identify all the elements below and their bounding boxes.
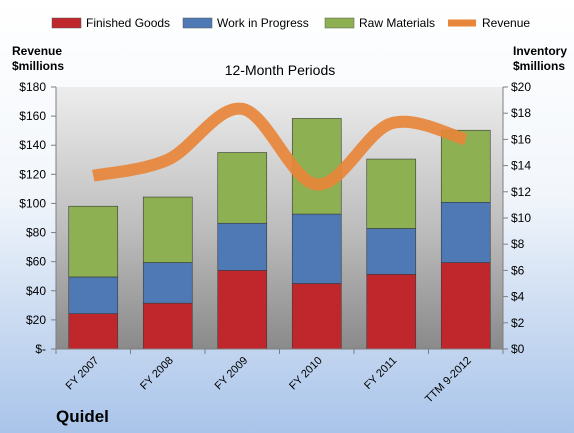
legend-swatch-finished-goods bbox=[51, 17, 82, 29]
bar-raw-materials bbox=[440, 129, 491, 203]
legend-label: Raw Materials bbox=[359, 16, 435, 30]
left-axis-title: Revenue $millions bbox=[12, 44, 64, 73]
x-tick-label: FY 2011 bbox=[362, 355, 399, 392]
left-tick-label: $120 bbox=[19, 167, 46, 181]
legend-swatch-raw-materials bbox=[324, 17, 355, 29]
left-tick-label: $60 bbox=[26, 255, 46, 269]
x-tick-label: TTM 9-2012 bbox=[423, 355, 474, 406]
legend-swatch-work-in-progress bbox=[182, 17, 213, 29]
right-tick-label: $6 bbox=[511, 263, 525, 277]
bar-finished-goods bbox=[68, 313, 119, 350]
left-tick-label: $100 bbox=[19, 196, 46, 210]
bar-finished-goods bbox=[142, 302, 193, 350]
left-tick-label: $- bbox=[35, 342, 46, 356]
line-series-group bbox=[91, 102, 468, 191]
bar-series-group bbox=[68, 118, 491, 350]
right-tick-label: $20 bbox=[511, 80, 531, 94]
bar-work-in-progress bbox=[440, 201, 491, 263]
x-tick-label: FY 2008 bbox=[138, 355, 176, 393]
right-tick-label: $0 bbox=[511, 342, 525, 356]
bar-work-in-progress bbox=[217, 222, 268, 271]
bar-work-in-progress bbox=[366, 228, 417, 275]
legend-label: Finished Goods bbox=[86, 16, 170, 30]
bar-finished-goods bbox=[217, 270, 268, 350]
bar-raw-materials bbox=[366, 158, 417, 229]
right-tick-label: $16 bbox=[511, 132, 531, 146]
bar-finished-goods bbox=[366, 274, 417, 350]
right-tick-label: $12 bbox=[511, 185, 531, 199]
right-tick-label: $10 bbox=[511, 211, 531, 225]
left-tick-label: $140 bbox=[19, 138, 46, 152]
left-tick-label: $20 bbox=[26, 313, 46, 327]
bar-work-in-progress bbox=[68, 276, 119, 314]
right-tick-label: $2 bbox=[511, 316, 525, 330]
bar-raw-materials bbox=[68, 205, 119, 278]
x-tick-label: FY 2010 bbox=[287, 355, 325, 393]
left-tick-label: $160 bbox=[19, 109, 46, 123]
x-tick-label: FY 2007 bbox=[64, 355, 102, 393]
x-tick-label: FY 2009 bbox=[213, 355, 251, 393]
bar-work-in-progress bbox=[291, 213, 342, 284]
bar-raw-materials bbox=[142, 196, 193, 263]
bar-raw-materials bbox=[217, 152, 268, 224]
chart-title: 12-Month Periods bbox=[225, 62, 336, 78]
right-tick-label: $14 bbox=[511, 159, 531, 173]
left-tick-label: $80 bbox=[26, 226, 46, 240]
left-tick-label: $40 bbox=[26, 284, 46, 298]
company-name: Quidel bbox=[56, 407, 109, 426]
right-tick-label: $8 bbox=[511, 237, 525, 251]
revenue-line bbox=[91, 102, 468, 191]
legend-label: Revenue bbox=[482, 16, 530, 30]
legend-label: Work in Progress bbox=[217, 16, 309, 30]
bar-work-in-progress bbox=[142, 262, 193, 304]
left-tick-label: $180 bbox=[19, 80, 46, 94]
right-tick-label: $18 bbox=[511, 106, 531, 120]
bar-finished-goods bbox=[440, 262, 491, 350]
bar-finished-goods bbox=[291, 283, 342, 350]
right-axis-title: Inventory $millions bbox=[513, 44, 567, 73]
right-tick-label: $4 bbox=[511, 290, 525, 304]
legend: Finished Goods Work in Progress Raw Materi… bbox=[51, 16, 530, 30]
